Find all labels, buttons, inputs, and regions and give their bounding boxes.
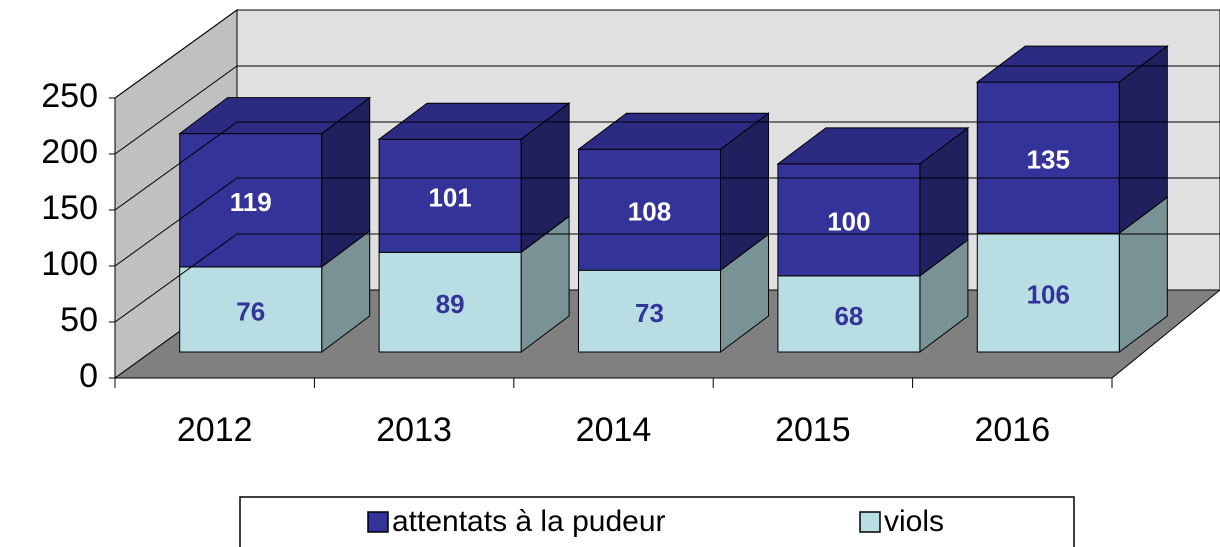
bar-top	[776, 127, 970, 165]
y-tick-label: 50	[60, 301, 98, 339]
x-tick-label: 2015	[775, 411, 851, 449]
value-label: 100	[827, 207, 870, 237]
legend-label: viols	[884, 505, 944, 538]
grid-line	[114, 121, 1220, 211]
x-tick-label: 2012	[177, 411, 253, 449]
value-label: 73	[635, 298, 664, 328]
bar-top	[975, 45, 1169, 83]
bar-top	[178, 97, 372, 135]
x-tick-label: 2016	[974, 411, 1050, 449]
y-tick-label: 100	[41, 245, 98, 283]
value-label: 119	[230, 187, 272, 217]
bar	[578, 269, 721, 353]
grid-line	[114, 65, 1220, 155]
bar	[777, 163, 921, 277]
y-tick-label: 250	[41, 77, 98, 115]
legend-swatch	[859, 511, 881, 533]
y-tick-label: 150	[41, 189, 98, 227]
bar-top	[377, 102, 571, 140]
legend-swatch	[367, 511, 389, 533]
bar	[777, 275, 921, 353]
value-label: 108	[628, 197, 671, 227]
value-label: 76	[236, 296, 265, 326]
x-tick-label: 2013	[376, 411, 452, 449]
value-label: 68	[834, 301, 863, 331]
value-label: 106	[1027, 280, 1070, 310]
x-tick-label: 2014	[576, 411, 652, 449]
bar	[179, 133, 323, 268]
grid-line	[114, 177, 1220, 267]
bar	[976, 232, 1120, 353]
y-tick-label: 200	[41, 133, 98, 171]
grid-line	[114, 233, 1220, 323]
value-label: 101	[428, 183, 471, 213]
grid-line	[114, 9, 1220, 99]
y-tick-label: 0	[79, 357, 98, 395]
bar	[578, 148, 721, 271]
value-label: 89	[436, 289, 465, 319]
bar	[378, 138, 522, 253]
value-label: 135	[1027, 145, 1070, 175]
legend-label: attentats à la pudeur	[392, 505, 666, 538]
